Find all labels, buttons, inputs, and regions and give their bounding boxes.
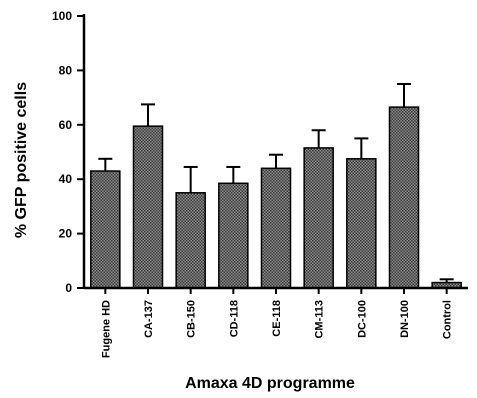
y-axis-title: % GFP positive cells — [13, 82, 30, 238]
bar-fugene-hd — [90, 170, 121, 289]
bar-cb-150 — [175, 192, 206, 289]
x-tick-label: CD-118 — [228, 300, 240, 337]
x-tick-label: CE-118 — [271, 300, 283, 337]
x-tick-label: CA-137 — [143, 300, 155, 338]
bars — [90, 106, 462, 289]
x-axis: Fugene HD CA-137 CB-150 CD-118 CE-118 CM-113 D… — [84, 286, 468, 358]
bar-cd-118 — [218, 182, 249, 289]
x-tick-label: DN-100 — [399, 300, 411, 338]
y-tick-label: 80 — [59, 63, 73, 77]
bar-ce-118 — [260, 167, 292, 289]
x-tick-label: DC-100 — [356, 300, 368, 338]
x-axis-title: Amaxa 4D programme — [185, 375, 355, 392]
error-bar — [397, 83, 411, 108]
y-axis: 0 20 40 60 80 100 — [52, 9, 86, 295]
bar-cm-113 — [303, 147, 334, 289]
bar-dc-100 — [346, 158, 377, 289]
error-bars — [98, 83, 454, 283]
error-bar — [141, 103, 155, 127]
y-tick-label: 0 — [65, 281, 72, 295]
x-tick-label: CB-150 — [186, 300, 198, 338]
error-bar — [269, 153, 283, 169]
x-tick-label: Control — [442, 300, 454, 339]
y-tick-label: 20 — [59, 227, 73, 241]
error-bar — [439, 278, 454, 283]
bar-dn-100 — [388, 106, 420, 289]
error-bar — [354, 137, 369, 159]
error-bar — [98, 157, 113, 172]
error-bar — [183, 165, 198, 193]
error-bar — [226, 165, 241, 184]
y-tick-label: 100 — [52, 9, 72, 23]
x-tick-label: Fugene HD — [100, 300, 112, 358]
y-tick-label: 60 — [59, 118, 73, 132]
error-bar — [311, 129, 326, 148]
y-tick-label: 40 — [59, 172, 73, 186]
x-tick-label: CM-113 — [314, 300, 326, 339]
bar-ca-137 — [132, 125, 164, 289]
